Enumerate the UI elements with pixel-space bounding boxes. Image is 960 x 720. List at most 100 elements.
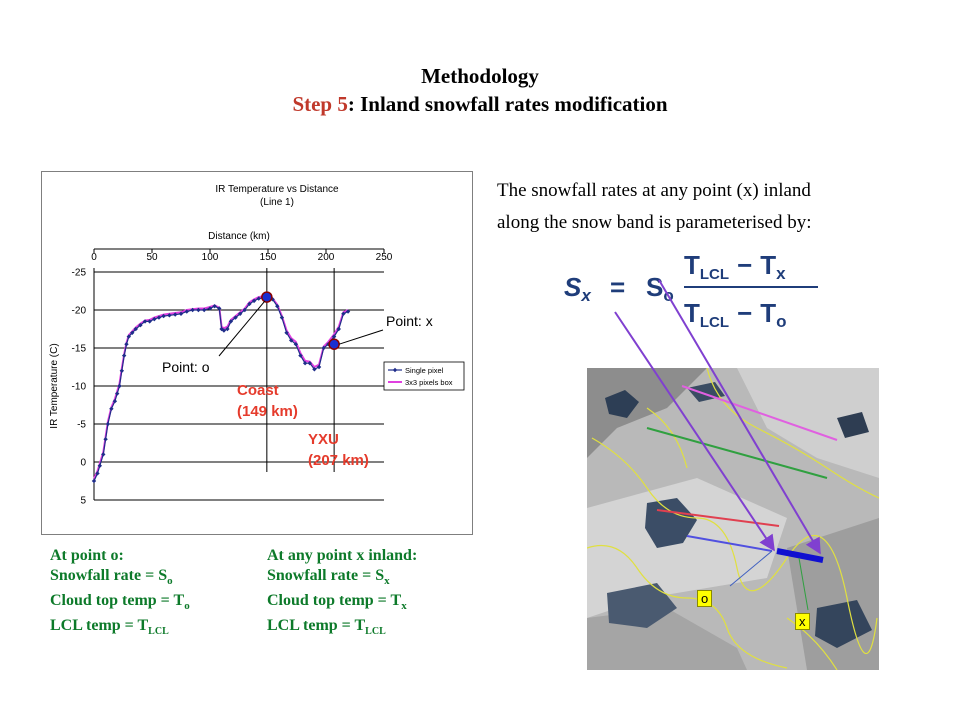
point-x-leader-line xyxy=(338,329,384,345)
coastline-5 xyxy=(786,617,838,670)
snowfall-formula: Sx = So TLCL−Tx TLCL−To xyxy=(564,250,818,331)
data-point-single-pixel xyxy=(103,437,108,442)
data-point-single-pixel xyxy=(105,421,111,427)
legend-box xyxy=(383,361,465,391)
data-point-single-pixel xyxy=(316,364,322,370)
data-point-single-pixel xyxy=(228,319,234,324)
point-o-leader-line xyxy=(218,300,266,357)
point-o-lcl: LCL temp = TLCL xyxy=(50,617,169,638)
data-point-single-pixel xyxy=(115,391,120,396)
data-point-single-pixel xyxy=(221,328,227,333)
transect-green xyxy=(646,427,828,479)
point-x-lcl: LCL temp = TLCL xyxy=(267,617,386,638)
data-point-single-pixel xyxy=(112,399,118,404)
data-point-single-pixel xyxy=(130,330,135,335)
point-o-leader xyxy=(729,550,773,587)
y-tick-label: -20 xyxy=(72,306,87,317)
snow-band-segment xyxy=(776,548,824,563)
satellite-image xyxy=(587,368,879,670)
data-point-single-pixel xyxy=(336,326,341,332)
x-tick-label: 100 xyxy=(202,252,219,263)
data-point-single-pixel xyxy=(167,313,172,318)
data-point-single-pixel xyxy=(142,319,148,324)
data-point-single-pixel xyxy=(95,471,100,476)
data-point-single-pixel xyxy=(212,304,217,309)
data-point-single-pixel xyxy=(207,306,213,311)
y-tick-label: -15 xyxy=(72,344,87,355)
intro-text: The snowfall rates at any point (x) inla… xyxy=(497,175,937,239)
legend-marker-single-pixel xyxy=(392,367,398,373)
transect-magenta xyxy=(681,385,838,441)
formula-arrows xyxy=(614,279,821,555)
data-point-single-pixel xyxy=(133,326,138,332)
point-x-leader xyxy=(798,557,809,611)
data-point-single-pixel xyxy=(289,338,294,343)
x-tick-label: 250 xyxy=(376,252,393,263)
data-point-single-pixel xyxy=(97,463,102,468)
data-point-single-pixel xyxy=(345,309,351,314)
data-point-single-pixel xyxy=(307,361,312,366)
data-point-single-pixel xyxy=(225,326,230,332)
arrow-to-point-o xyxy=(614,311,775,552)
y-tick-label: -10 xyxy=(72,382,87,393)
step-description: : Inland snowfall rates modification xyxy=(347,92,668,116)
data-point-single-pixel xyxy=(251,298,257,304)
x-tick-label: 0 xyxy=(91,252,97,263)
point-o-marker xyxy=(261,291,273,303)
y-tick-label: -5 xyxy=(77,420,86,431)
data-point-single-pixel xyxy=(117,383,122,389)
yxu-distance-label: (207 km) xyxy=(308,452,369,469)
x-tick-label: 150 xyxy=(260,252,277,263)
data-point-single-pixel xyxy=(178,311,184,316)
slide-title: Methodology xyxy=(421,64,539,88)
point-x-cloud-top: Cloud top temp = Tx xyxy=(267,592,407,613)
data-point-single-pixel xyxy=(331,334,337,339)
point-o-cloud-top: Cloud top temp = To xyxy=(50,592,190,613)
cloud-band-nw xyxy=(587,368,707,458)
slide-title-block: Methodology Step 5: Inland snowfall rate… xyxy=(0,62,960,118)
coastline-2 xyxy=(587,544,788,669)
y-tick-label: 5 xyxy=(80,496,86,507)
data-point-single-pixel xyxy=(124,342,129,347)
data-point-single-pixel xyxy=(184,309,189,314)
transect-red xyxy=(656,509,780,527)
data-point-single-pixel xyxy=(196,307,201,313)
chart-svg: IR Temperature vs Distance (Line 1) Distan… xyxy=(49,184,465,507)
intro-line-2: along the snow band is parameterised by: xyxy=(497,212,812,233)
chart-title: IR Temperature vs Distance xyxy=(215,184,339,195)
x-axis-label: Distance (km) xyxy=(208,231,270,242)
x-tick-label: 200 xyxy=(318,252,335,263)
data-point-single-pixel xyxy=(298,353,303,358)
x-tick-label: 50 xyxy=(146,252,158,263)
data-point-single-pixel xyxy=(156,315,162,320)
point-o-definitions: At point o: Snowfall rate = So Cloud top… xyxy=(50,546,190,643)
point-x-definitions: At any point x inland: Snowfall rate = S… xyxy=(267,546,417,643)
point-o-heading: At point o: xyxy=(50,547,124,564)
point-x-rate: Snowfall rate = Sx xyxy=(267,567,390,588)
data-point-single-pixel xyxy=(119,368,125,373)
data-point-single-pixel xyxy=(190,307,195,313)
point-x-marker xyxy=(328,338,340,350)
data-point-single-pixel xyxy=(341,311,346,316)
data-point-single-pixel xyxy=(91,478,97,484)
point-o-rate: Snowfall rate = So xyxy=(50,567,173,588)
lake-se xyxy=(815,600,872,648)
lake-erie xyxy=(607,583,677,628)
data-point-single-pixel xyxy=(321,345,326,351)
lake-ne xyxy=(837,412,869,438)
data-point-single-pixel xyxy=(217,306,222,311)
y-axis-label: IR Temperature (C) xyxy=(49,343,60,428)
point-x-heading: At any point x inland: xyxy=(267,547,418,564)
lake-nw xyxy=(605,390,639,418)
data-point-single-pixel xyxy=(237,311,243,316)
ir-temperature-chart: IR Temperature vs Distance (Line 1) Distan… xyxy=(41,171,473,535)
coast-label: Coast xyxy=(237,382,279,399)
data-point-single-pixel xyxy=(126,334,131,339)
data-point-single-pixel xyxy=(275,304,280,309)
data-point-single-pixel xyxy=(293,342,299,347)
legend-label-3x3-box: 3x3 pixels box xyxy=(405,378,453,387)
data-point-single-pixel xyxy=(242,307,247,313)
cloud-band-ne xyxy=(737,368,879,478)
slide-subtitle: Step 5: Inland snowfall rates modificati… xyxy=(0,90,960,118)
y-tick-label: -25 xyxy=(72,268,87,279)
